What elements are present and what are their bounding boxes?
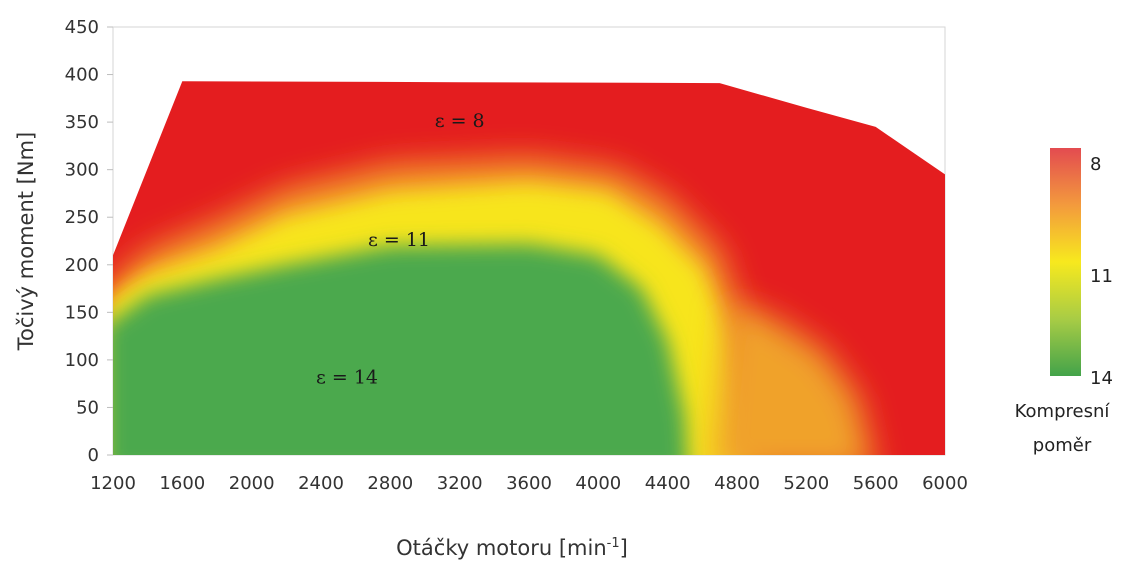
legend-color-bar [1050,148,1081,376]
legend-label-14: 14 [1090,368,1113,389]
x-tick-label-2000: 2000 [229,473,275,494]
x-tick-label-1200: 1200 [90,473,136,494]
zone-label-eps-11: ε = 11 [368,229,430,251]
y-tick-label-300: 300 [65,160,99,181]
x-tick-label-3600: 3600 [506,473,552,494]
zone-labels: ε = 8 ε = 11 ε = 14 [316,110,485,389]
x-axis-title: Otáčky motoru [min-1] [396,536,628,560]
x-tick-label-3200: 3200 [437,473,483,494]
y-tick-label-150: 150 [65,302,99,323]
heat-zone-eps-14 [113,243,689,455]
x-tick-label-4000: 4000 [575,473,621,494]
y-tick-label-0: 0 [88,445,99,466]
zone-label-eps-8: ε = 8 [435,110,485,132]
y-axis-ticks: 0 50 100 150 200 250 300 350 400 450 [65,17,113,466]
x-tick-label-4400: 4400 [645,473,691,494]
legend-title-line1: Kompresní [1015,401,1111,422]
x-tick-label-5600: 5600 [853,473,899,494]
legend: 8 11 14 Kompresní poměr [1015,148,1113,456]
y-tick-label-250: 250 [65,207,99,228]
y-tick-label-400: 400 [65,65,99,86]
y-tick-label-450: 450 [65,17,99,38]
x-tick-label-1600: 1600 [159,473,205,494]
legend-label-8: 8 [1090,154,1101,175]
y-tick-label-50: 50 [76,397,99,418]
heatmap-surface [113,81,945,455]
legend-label-11: 11 [1090,266,1113,287]
x-tick-label-2400: 2400 [298,473,344,494]
x-axis-ticks: 1200 1600 2000 2400 2800 3200 3600 4000 4400 4800… [90,473,968,494]
y-axis-title: Točivý moment [Nm] [14,132,38,351]
x-tick-label-5200: 5200 [783,473,829,494]
heat-zone-high-speed [711,302,876,455]
x-tick-label-2800: 2800 [367,473,413,494]
zone-label-eps-14: ε = 14 [316,367,378,389]
x-tick-label-6000: 6000 [922,473,968,494]
y-tick-label-100: 100 [65,350,99,371]
y-tick-label-200: 200 [65,255,99,276]
legend-title-line2: poměr [1033,435,1092,456]
x-tick-label-4800: 4800 [714,473,760,494]
y-tick-label-350: 350 [65,112,99,133]
